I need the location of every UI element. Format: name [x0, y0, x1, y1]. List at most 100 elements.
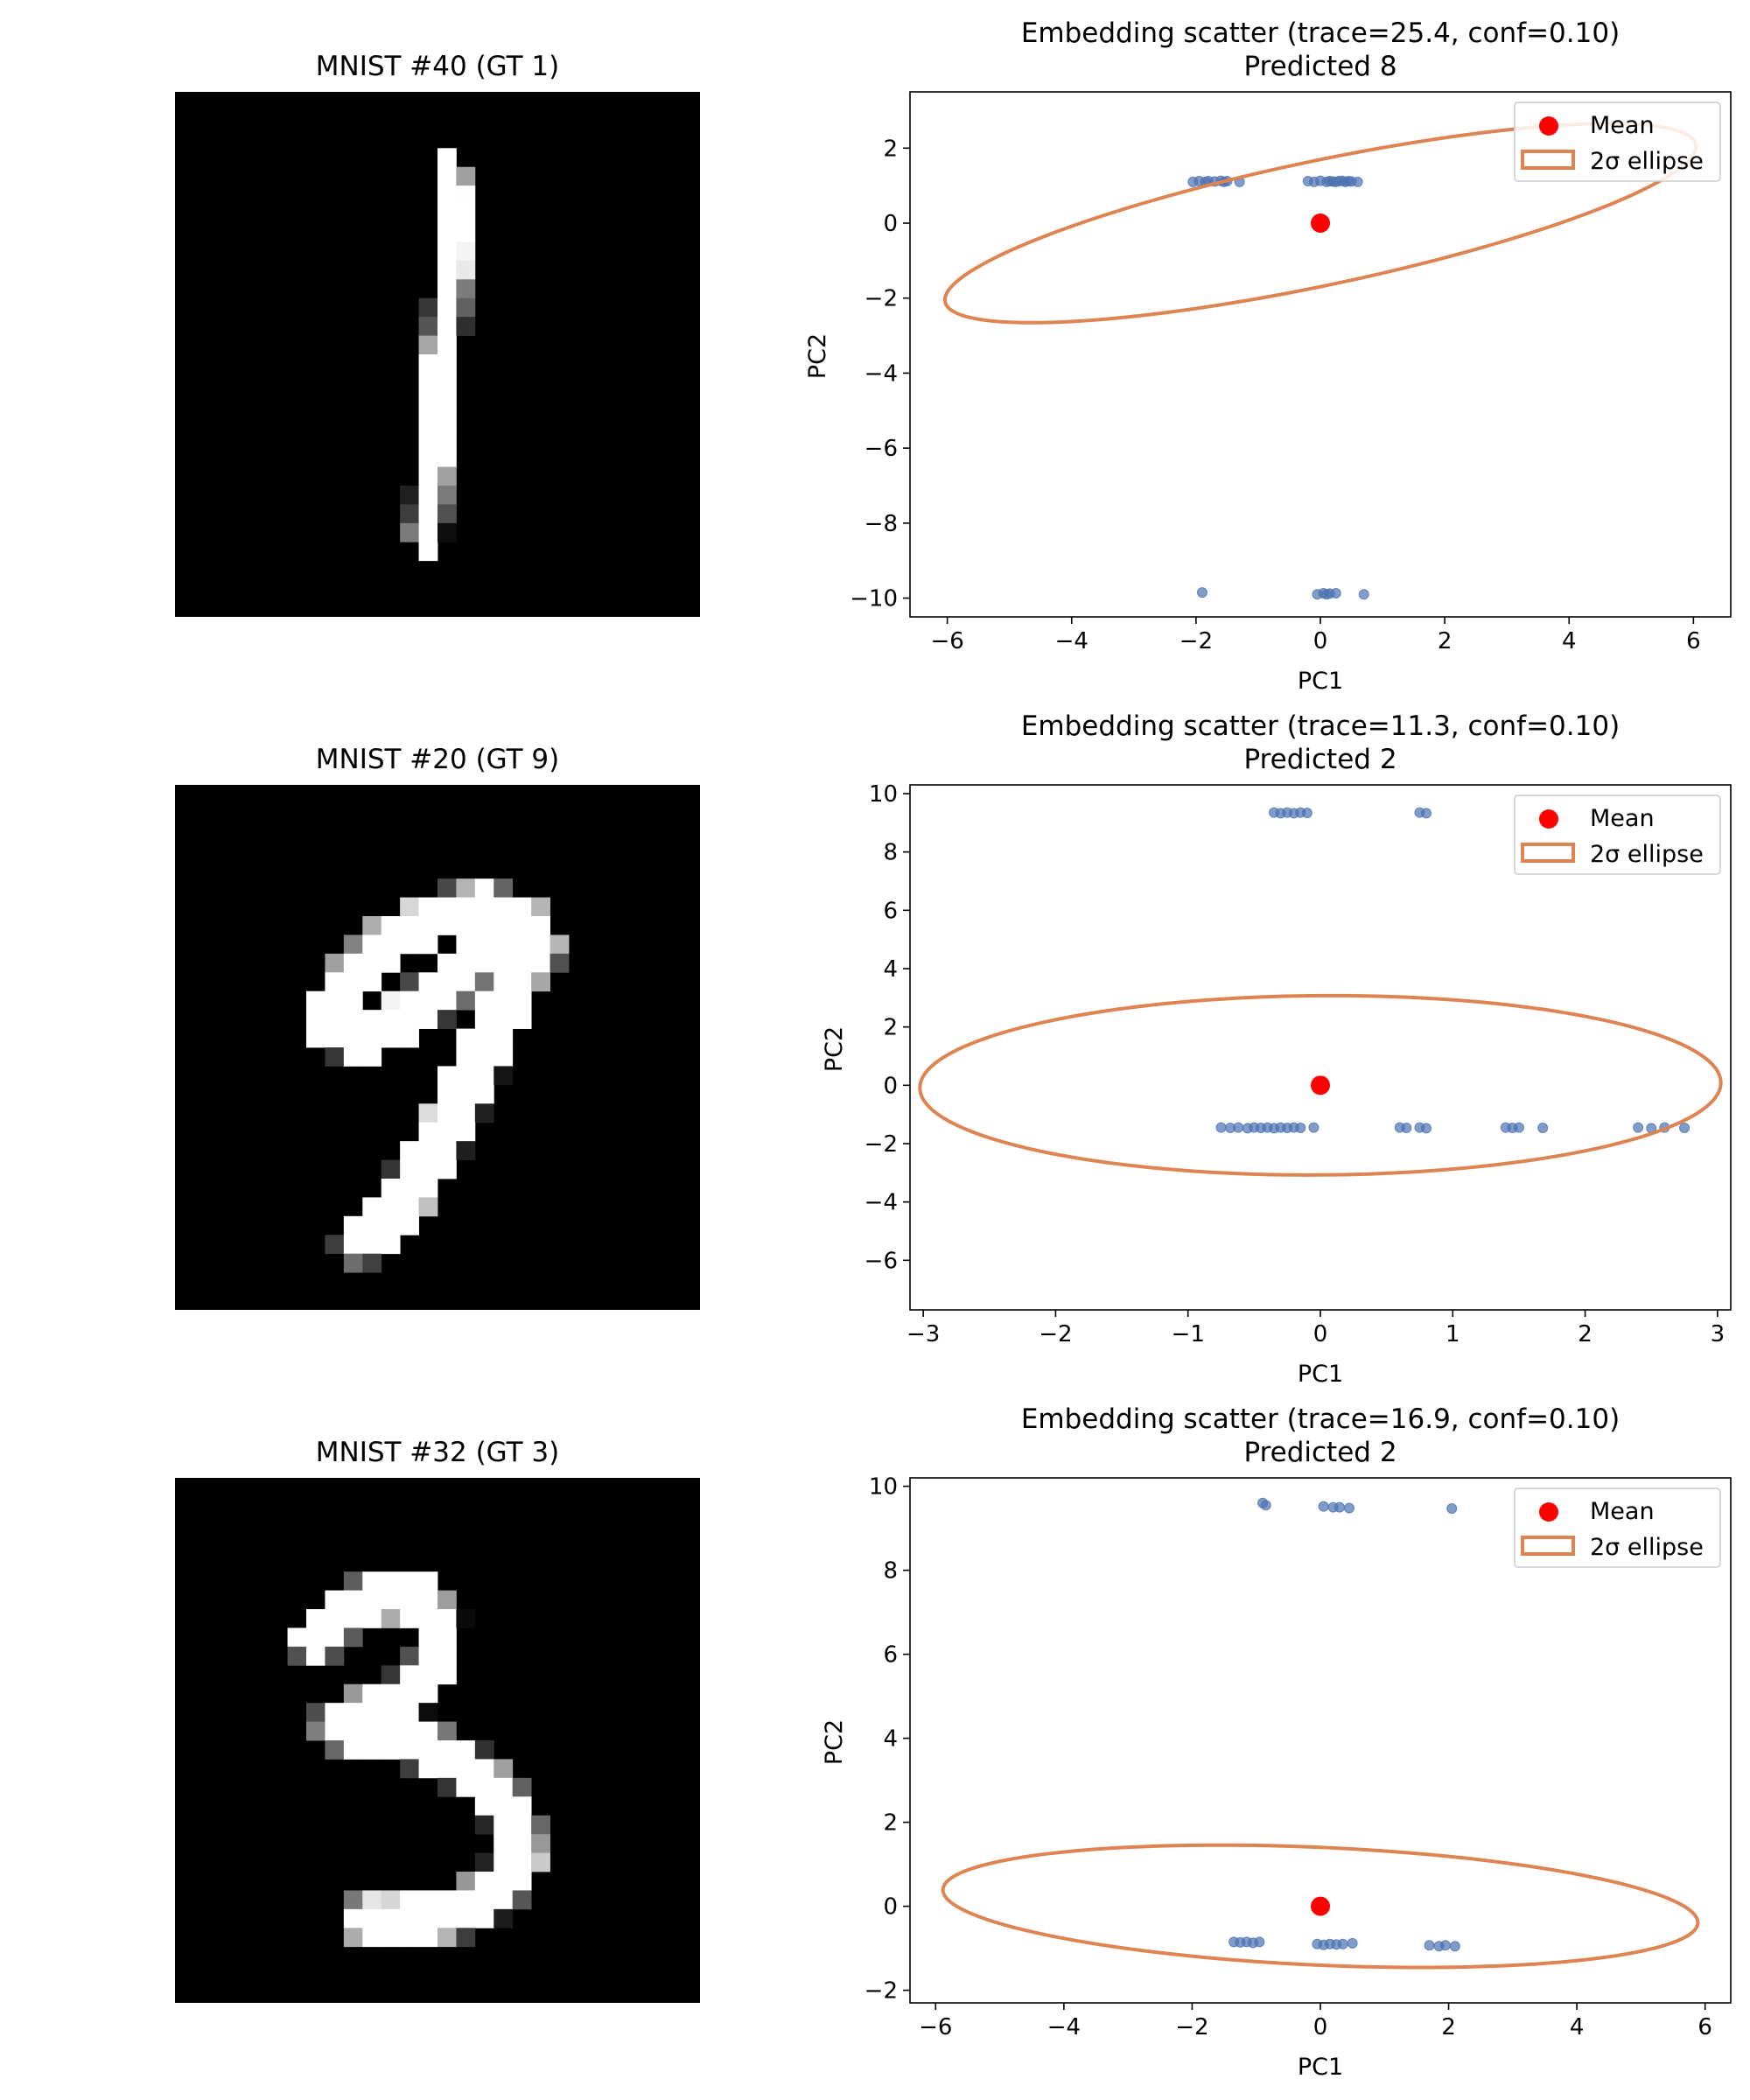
digit-pixel	[418, 1740, 438, 1760]
y-tick-label: −4	[864, 1190, 898, 1216]
digit-pixel	[418, 1759, 438, 1779]
digit-pixel	[418, 1609, 438, 1628]
legend-box	[1514, 1488, 1721, 1568]
scatter-chart-2: Embedding scatter (trace=11.3, conf=0.10…	[821, 710, 1732, 1388]
y-tick-label: −10	[850, 586, 898, 612]
image-title: MNIST #40 (GT 1)	[316, 51, 559, 82]
digit-pixel	[494, 1028, 514, 1048]
scatter-point	[1215, 1122, 1227, 1133]
digit-pixel	[512, 1890, 532, 1910]
digit-pixel	[381, 916, 401, 935]
plot-area	[941, 1497, 1700, 1970]
digit-pixel	[381, 1890, 401, 1910]
digit-pixel	[494, 934, 514, 955]
digit-pixel	[456, 1777, 476, 1797]
y-tick-label: 0	[883, 211, 898, 237]
digit-pixel	[418, 1684, 438, 1704]
digit-pixel	[512, 953, 532, 973]
digit-pixel	[343, 1590, 363, 1610]
digit-pixel	[438, 1628, 457, 1648]
digit-pixel	[400, 934, 419, 955]
x-tick-label: 2	[1441, 2014, 1456, 2040]
digit-pixel	[418, 542, 438, 562]
digit-pixel	[418, 1010, 438, 1029]
digit-pixel	[418, 522, 438, 542]
digit-pixel	[438, 1890, 457, 1910]
digit-pixel	[418, 972, 438, 992]
digit-pixel	[418, 916, 438, 935]
digit-pixel	[362, 972, 382, 992]
digit-pixel	[381, 1684, 401, 1704]
digit-pixel	[325, 990, 345, 1011]
digit-pixel	[381, 1215, 401, 1236]
scatter-point	[1633, 1122, 1644, 1133]
digit-pixel	[325, 1740, 345, 1760]
scatter-point	[1424, 1940, 1435, 1951]
digit-pixel	[381, 990, 401, 1011]
digit-pixel	[474, 1084, 494, 1104]
digit-pixel	[438, 391, 457, 411]
y-tick-label: −2	[864, 1131, 898, 1158]
y-tick-label: 8	[883, 1558, 898, 1585]
digit-pixel	[306, 1721, 326, 1741]
digit-pixel	[438, 373, 457, 393]
digit-pixel	[512, 1834, 532, 1853]
digit-pixel	[400, 1703, 419, 1722]
scatter-point	[1334, 1502, 1345, 1513]
digit-pixel	[438, 1928, 457, 1948]
digit-pixel	[438, 1141, 457, 1160]
digit-pixel	[343, 1609, 363, 1628]
digit-pixel	[400, 1665, 419, 1685]
digit-pixel	[438, 1103, 457, 1124]
digit-pixel	[438, 242, 457, 262]
digit-pixel	[494, 1815, 514, 1835]
digit-pixel	[456, 972, 476, 992]
digit-pixel	[381, 1740, 401, 1760]
digit-pixel	[494, 1908, 514, 1928]
x-tick-label: −4	[1055, 628, 1088, 654]
digit-pixel	[474, 972, 494, 992]
digit-pixel	[362, 1572, 382, 1591]
legend-mean-swatch	[1539, 116, 1558, 136]
x-tick-label: 6	[1698, 2014, 1712, 2040]
digit-pixel	[474, 1010, 494, 1029]
digit-pixel	[438, 1590, 457, 1610]
digit-pixel	[456, 1084, 476, 1104]
digit-pixel	[343, 953, 363, 973]
x-tick-label: 0	[1313, 1321, 1328, 1348]
digit-pixel	[362, 1890, 382, 1910]
digit-pixel	[381, 1665, 401, 1685]
x-tick-label: −6	[930, 628, 963, 654]
digit-pixel	[418, 1908, 438, 1928]
digit-pixel	[343, 1703, 363, 1722]
digit-pixel	[418, 1703, 438, 1722]
digit-pixel	[343, 1028, 363, 1048]
digit-pixel	[456, 1872, 476, 1891]
digit-pixel	[362, 1928, 382, 1948]
y-tick-label: 2	[883, 1810, 898, 1837]
digit-pixel	[438, 878, 457, 898]
legend-ellipse-swatch	[1521, 150, 1575, 170]
digit-pixel	[474, 1103, 494, 1124]
y-tick-label: 10	[869, 781, 898, 808]
digit-pixel	[343, 1908, 363, 1928]
digit-pixel	[456, 934, 476, 955]
digit-pixel	[381, 934, 401, 955]
digit-pixel	[494, 972, 514, 992]
digit-pixel	[362, 1609, 382, 1628]
digit-pixel	[418, 1122, 438, 1142]
digit-pixel	[400, 916, 419, 935]
digit-pixel	[381, 1590, 401, 1610]
sigma-ellipse	[941, 1843, 1700, 1970]
digit-pixel	[456, 166, 476, 186]
digit-pixel	[456, 1141, 476, 1160]
digit-pixel	[494, 953, 514, 973]
digit-pixel	[381, 1235, 401, 1255]
digit-pixel	[325, 1047, 345, 1067]
digit-pixel	[381, 1908, 401, 1928]
digit-pixel	[306, 1628, 326, 1648]
scatter-point	[1421, 808, 1432, 819]
digit-pixel	[343, 972, 363, 992]
digit-pixel	[325, 1703, 345, 1722]
digit-pixel	[418, 1590, 438, 1610]
